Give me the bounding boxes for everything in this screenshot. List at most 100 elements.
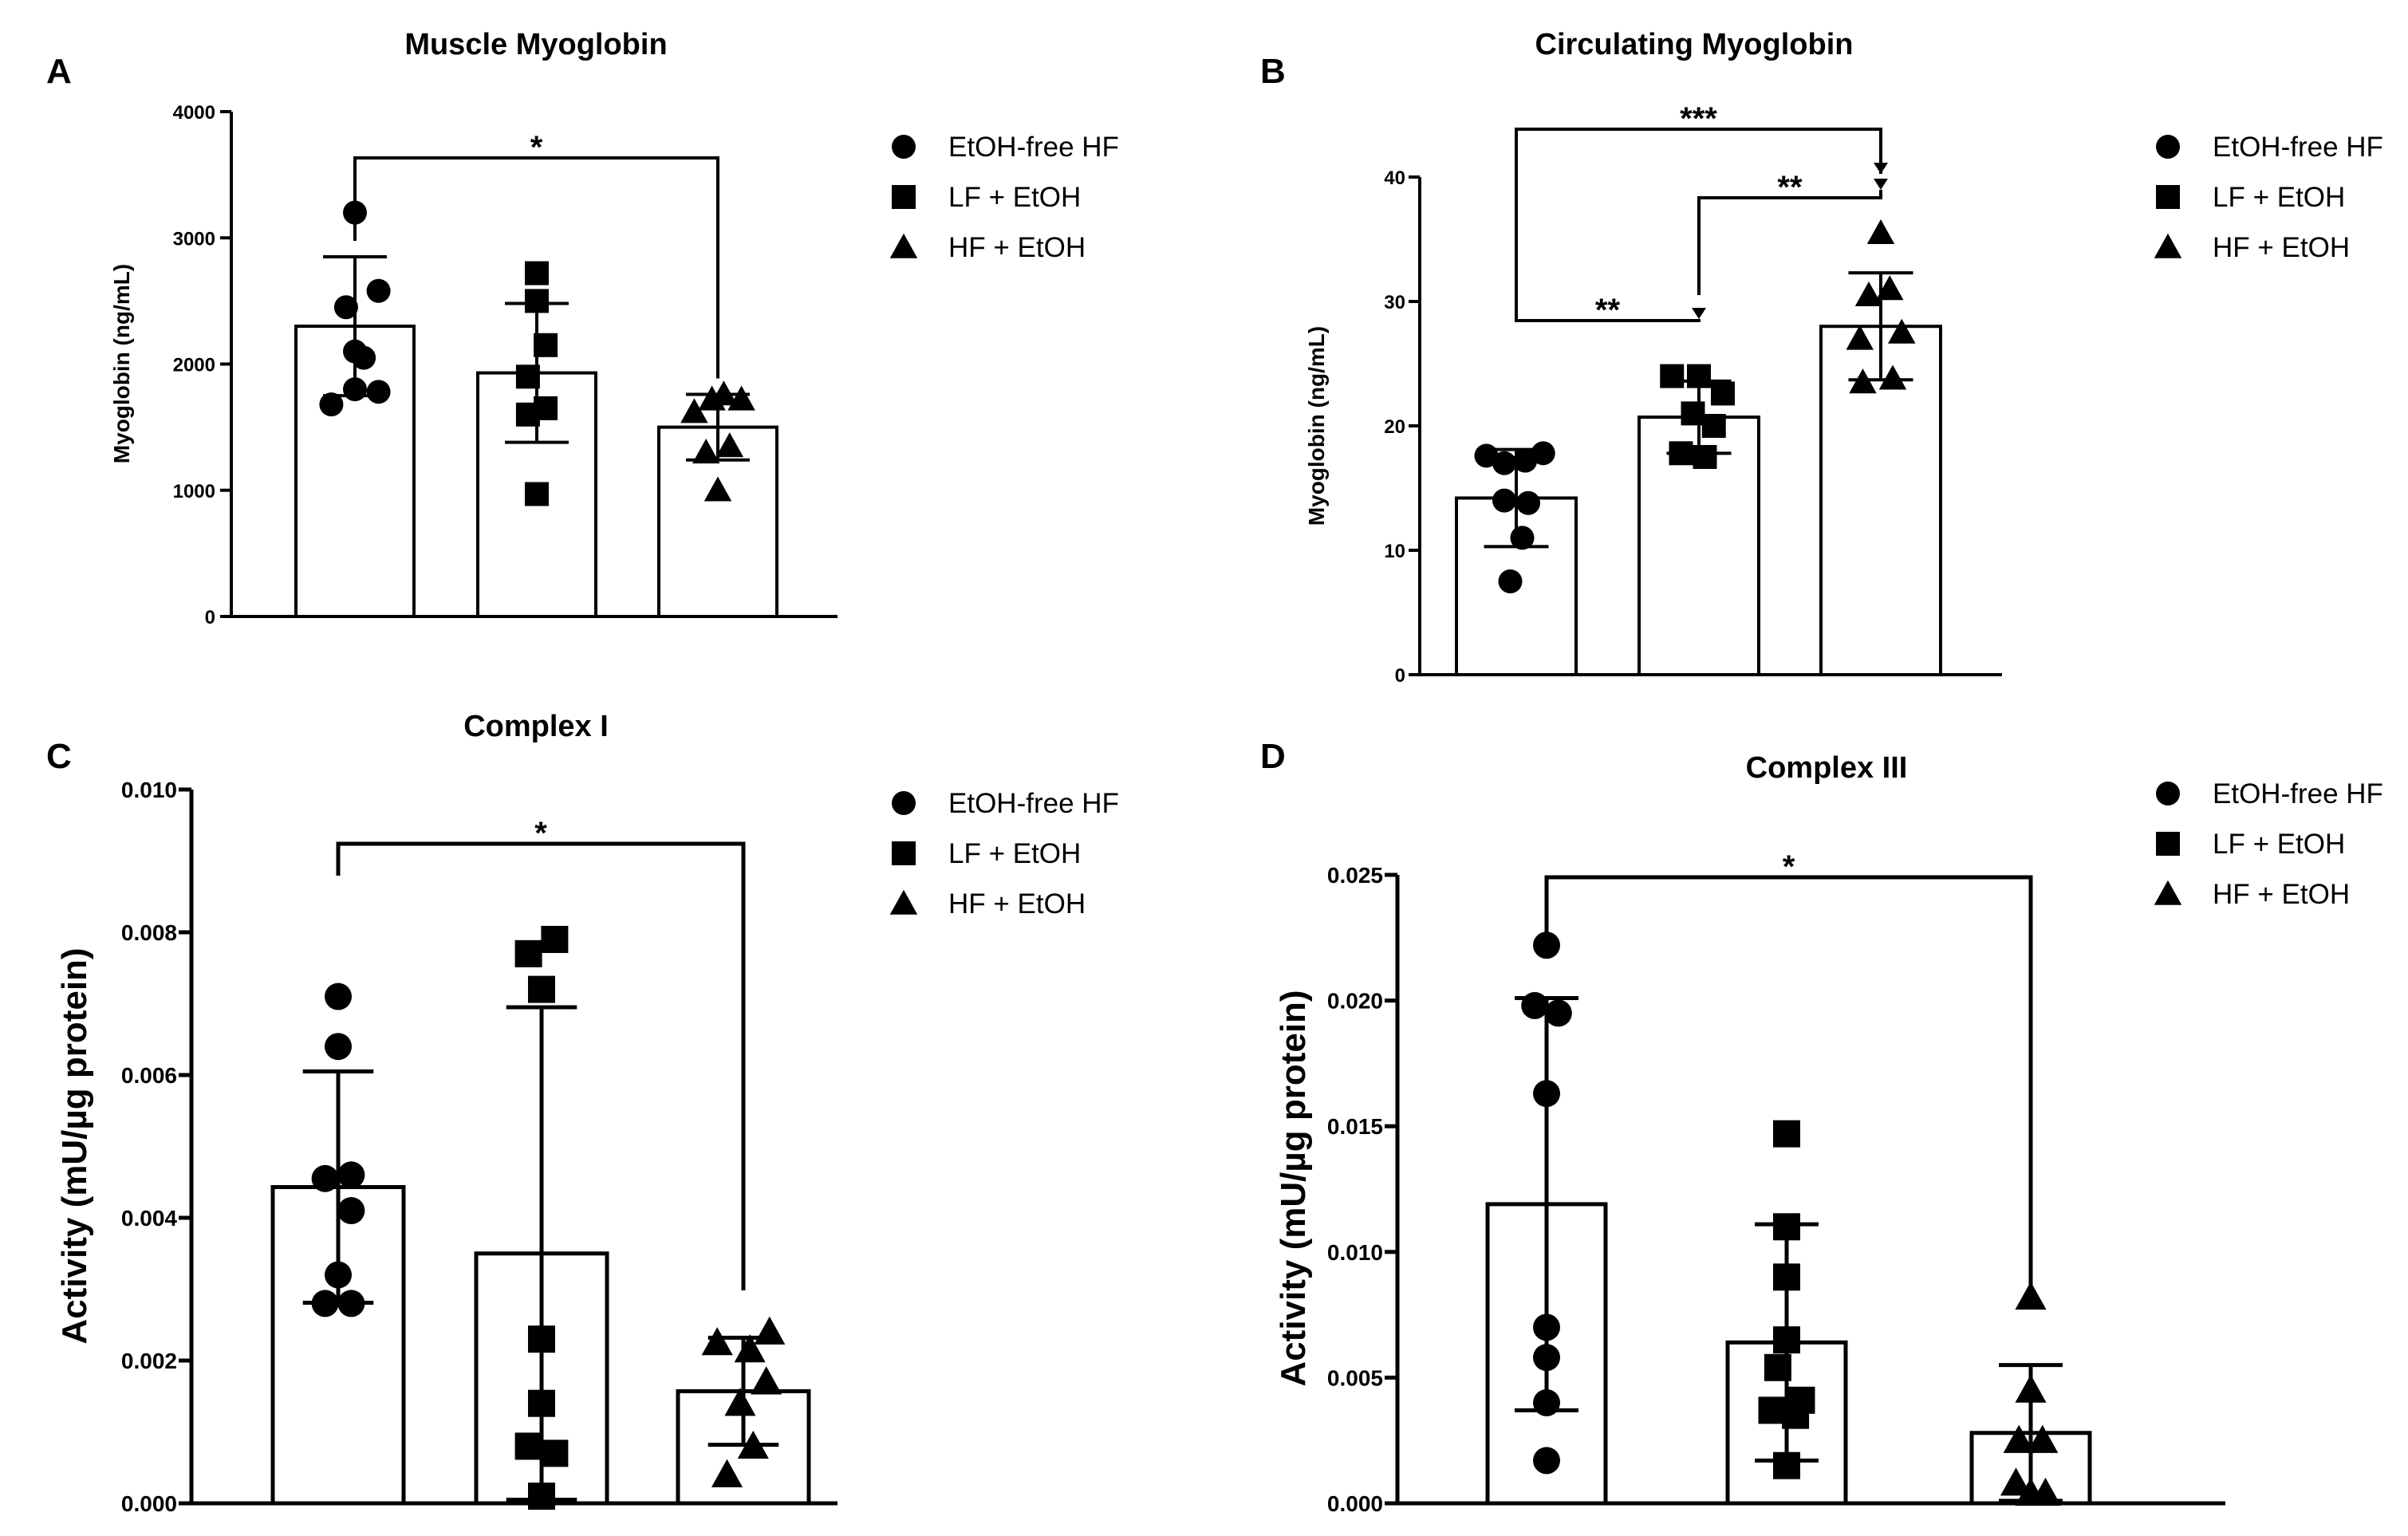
y-axis-label: Activity (mU/µg protein) [55,947,94,1344]
data-point [514,1432,542,1460]
legend-marker [892,185,916,209]
legend-label: HF + EtOH [2213,879,2350,910]
y-tick-label: 10 [1384,541,1405,562]
legend-label: EtOH-free HF [948,132,1119,163]
data-point [325,1033,352,1061]
legend-label: EtOH-free HF [948,788,1119,819]
data-point [1701,414,1726,438]
bracket-arrowhead [1692,308,1706,319]
panel-a: A Muscle Myoglobin Myoglobin (ng/mL) 0 1000 2… [46,28,1119,628]
data-point [333,295,358,320]
legend-marker [892,135,916,159]
data-point [2003,1424,2035,1453]
significance-label: * [534,816,547,851]
data-point [1533,931,1560,959]
data-point [1492,451,1516,475]
data-point [337,1197,365,1225]
y-tick-label: 0.002 [121,1349,177,1373]
data-point [366,380,391,404]
panel-d: D Complex III Activity (mU/µg protein) 0.00… [1260,737,2383,1516]
significance-label: ** [1595,293,1621,328]
y-tick-label: 3000 [173,228,215,250]
data-point [1531,441,1555,466]
data-point [2027,1424,2059,1453]
significance-label: *** [1680,101,1717,136]
data-point [325,983,352,1010]
data-point [1711,381,1735,406]
legend-marker [2156,185,2180,209]
data-point [1878,364,1907,390]
significance-bracket [353,156,719,379]
panel-letter: D [1260,737,1286,776]
y-tick-label: 0 [205,607,215,628]
data-point [2000,1467,2032,1496]
legend-label: EtOH-free HF [2213,132,2383,163]
legend-label: LF + EtOH [948,182,1081,213]
significance-bracket [336,841,746,1290]
data-point [514,939,542,967]
legend-label: LF + EtOH [2213,182,2345,213]
y-tick-label: 0.008 [121,920,177,945]
panel-c: C Complex I Activity (mU/µg protein) 0.000 0… [46,710,1119,1516]
panel-letter: C [46,737,72,776]
y-tick-label: 0.000 [1327,1491,1383,1516]
significance-bracket [1515,128,1882,298]
legend-marker [2154,233,2182,258]
y-tick-label: 30 [1384,292,1405,313]
data-point [366,278,391,303]
y-tick-label: 0.000 [121,1491,177,1516]
significance-bracket [1515,297,1701,322]
data-point [1660,364,1685,388]
y-tick-label: 4000 [173,102,215,124]
y-tick-label: 20 [1384,416,1405,438]
legend-label: EtOH-free HF [2213,778,2383,809]
significance-bracket [1697,190,1882,295]
y-tick-label: 0.004 [121,1206,177,1231]
legend-label: HF + EtOH [2213,232,2350,263]
significance-bracket [1544,875,2033,1308]
data-point [319,392,344,417]
data-point [692,439,720,464]
significance-label: ** [1777,170,1803,205]
data-point [1513,448,1538,473]
panel-letter: A [46,52,72,91]
legend-marker [2156,782,2180,805]
data-point [337,1161,365,1189]
data-point [1492,488,1516,513]
legend-marker [889,889,918,915]
data-point [1693,445,1717,469]
data-point [680,398,708,423]
chart-title: Muscle Myoglobin [404,28,667,61]
chart-title: Complex I [463,710,609,743]
data-point [1787,1386,1815,1414]
data-point [541,925,569,953]
data-point [703,476,732,502]
y-tick-label: 40 [1384,167,1405,189]
significance-label: * [1783,849,1795,884]
data-point [1498,569,1523,593]
data-point [1876,275,1904,301]
data-point [311,1164,339,1192]
legend-label: LF + EtOH [2213,829,2345,860]
panel-b: B Circulating Myoglobin Myoglobin (ng/mL) 0… [1260,28,2383,687]
legend-marker [892,791,916,815]
chart-title: Complex III [1746,751,1908,785]
legend-marker [889,233,918,258]
data-point [1533,1447,1560,1475]
data-point [751,1366,782,1395]
legend-label: HF + EtOH [948,232,1086,263]
significance-label: * [530,130,543,165]
data-point [1773,1120,1800,1148]
legend-marker [2156,135,2180,159]
y-axis-label: Myoglobin (ng/mL) [109,264,134,463]
data-point [727,385,755,411]
legend-label: LF + EtOH [948,838,1081,869]
data-point [525,482,549,506]
y-tick-label: 0.010 [121,778,177,802]
legend-label: HF + EtOH [948,888,1086,920]
data-point [1681,401,1705,426]
data-point [525,261,549,286]
bracket-arrowhead [1874,163,1888,174]
data-point [541,1440,569,1467]
